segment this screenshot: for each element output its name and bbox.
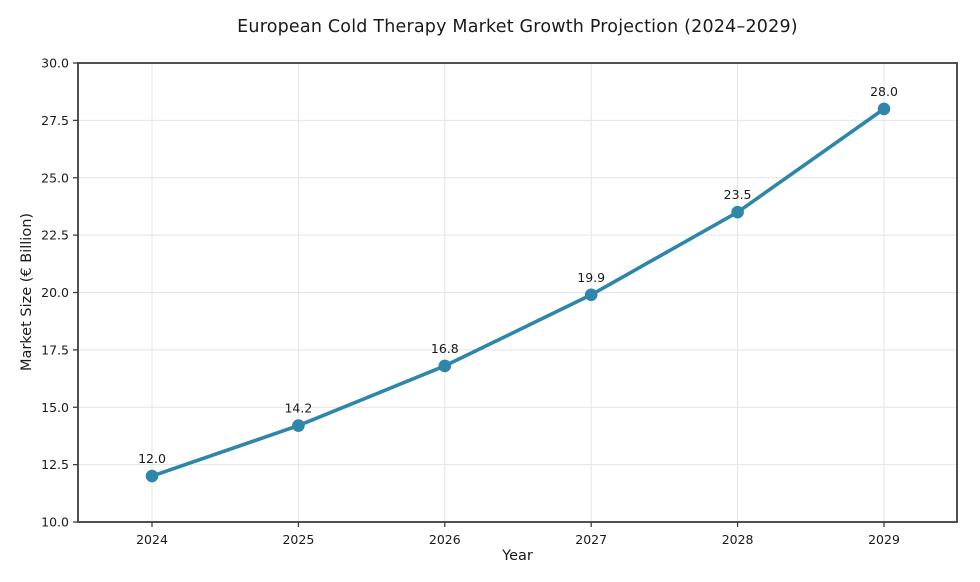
x-tick-label: 2026 — [429, 532, 461, 547]
data-point-marker — [584, 288, 598, 302]
x-axis-label: Year — [502, 548, 533, 564]
data-point-marker — [877, 102, 891, 116]
data-point-marker — [438, 359, 452, 373]
x-tick-label: 2025 — [282, 532, 314, 547]
y-tick-label: 20.0 — [41, 285, 69, 300]
data-line — [150, 107, 886, 478]
y-tick-label: 22.5 — [41, 228, 69, 243]
data-point-label: 14.2 — [284, 401, 312, 416]
x-tick-label: 2028 — [722, 532, 754, 547]
y-tick-label: 30.0 — [41, 56, 69, 71]
x-tick-label: 2027 — [575, 532, 607, 547]
data-point-marker — [731, 205, 744, 219]
data-point-label: 23.5 — [724, 187, 752, 202]
y-tick-label: 15.0 — [41, 400, 69, 415]
x-tick-label: 2029 — [868, 532, 900, 547]
data-point-label: 28.0 — [870, 84, 898, 99]
data-point-label: 12.0 — [138, 451, 166, 466]
axes-spines — [77, 62, 958, 523]
y-tick-label: 10.0 — [41, 515, 69, 530]
y-tick-label: 12.5 — [41, 457, 69, 472]
y-axis-label: Market Size (€ Billion) — [19, 212, 35, 372]
y-tick-label: 17.5 — [41, 342, 69, 357]
data-point-marker — [292, 419, 305, 432]
chart-title: European Cold Therapy Market Growth Proj… — [237, 17, 798, 37]
data-point-marker — [145, 469, 159, 483]
data-point-label: 16.8 — [431, 341, 459, 356]
data-point-label: 19.9 — [577, 270, 605, 285]
x-tick-label: 2024 — [136, 532, 168, 547]
y-tick-label: 25.0 — [41, 170, 69, 185]
y-tick-label: 27.5 — [41, 113, 69, 128]
